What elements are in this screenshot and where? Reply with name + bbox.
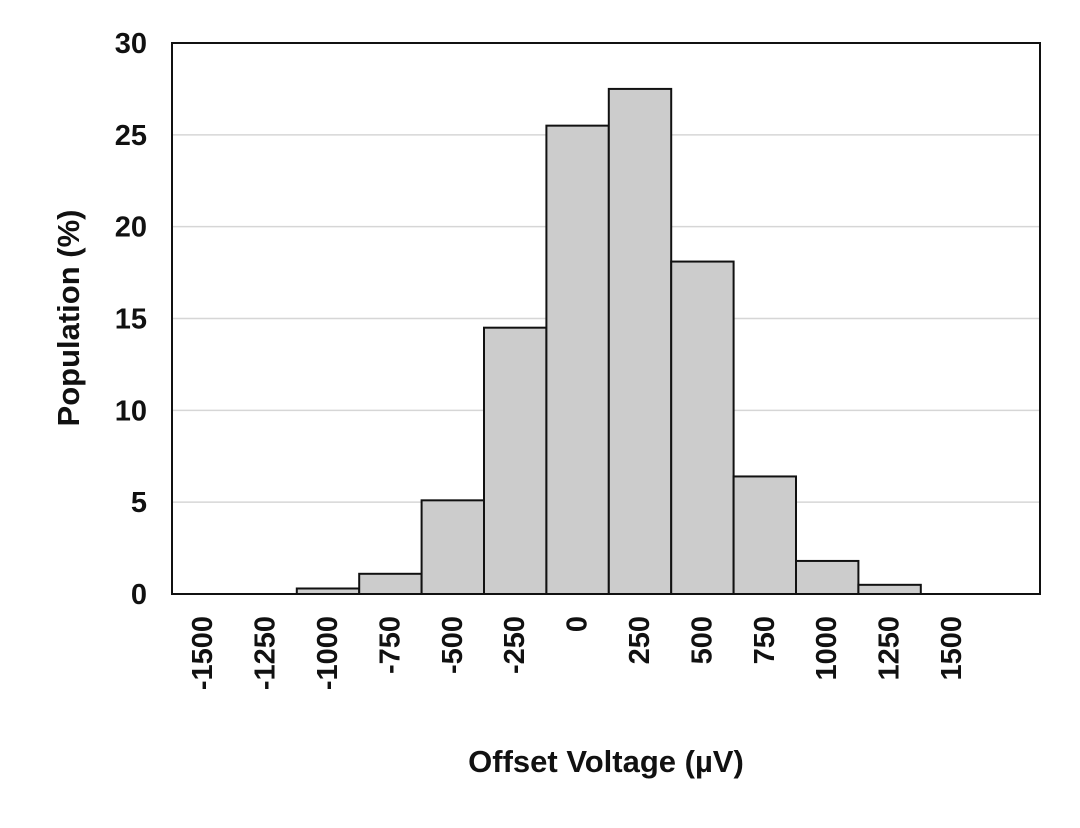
x-tick-label: -500: [437, 616, 469, 674]
y-tick-label: 30: [115, 28, 147, 60]
histogram-bar: [732, 475, 797, 596]
x-tick-label: -750: [374, 616, 406, 674]
y-tick-label: 0: [131, 579, 147, 611]
histogram-bar: [670, 260, 735, 595]
x-axis-ticks: -1500 -1250 -1000 -750 -500 -250 0 250 500 750 100…: [187, 616, 968, 690]
histogram-bar: [545, 124, 610, 596]
histogram-bar: [420, 499, 486, 595]
x-tick-label: 1500: [936, 616, 968, 681]
x-tick-label: 1000: [811, 616, 843, 681]
plot-frame: [171, 42, 1041, 595]
x-tick-label: 1250: [874, 616, 906, 681]
y-tick-label: 10: [115, 395, 147, 427]
histogram-bar: [607, 87, 673, 596]
y-tick-label: 25: [115, 120, 147, 152]
histogram-bar: [483, 326, 548, 595]
x-axis-title: Offset Voltage (µV): [468, 744, 744, 779]
histogram-bar: [857, 583, 922, 595]
x-tick-label: 500: [686, 616, 718, 664]
x-tick-label: -1000: [312, 616, 344, 690]
histogram-bar: [795, 559, 860, 596]
histogram-bar: [358, 572, 423, 596]
x-tick-label: -1500: [187, 616, 219, 690]
x-tick-label: 750: [749, 616, 781, 664]
y-tick-label: 5: [131, 487, 147, 519]
bars: [295, 87, 922, 596]
x-tick-label: 0: [562, 616, 594, 632]
x-tick-label: -250: [499, 616, 531, 674]
x-tick-label: -1250: [250, 616, 282, 690]
y-tick-label: 15: [115, 304, 147, 336]
y-axis-title: Population (%): [51, 210, 86, 427]
x-tick-label: 250: [624, 616, 656, 664]
y-tick-label: 20: [115, 212, 147, 244]
y-axis-ticks: 0 5 10 15 20 25 30: [115, 28, 147, 611]
